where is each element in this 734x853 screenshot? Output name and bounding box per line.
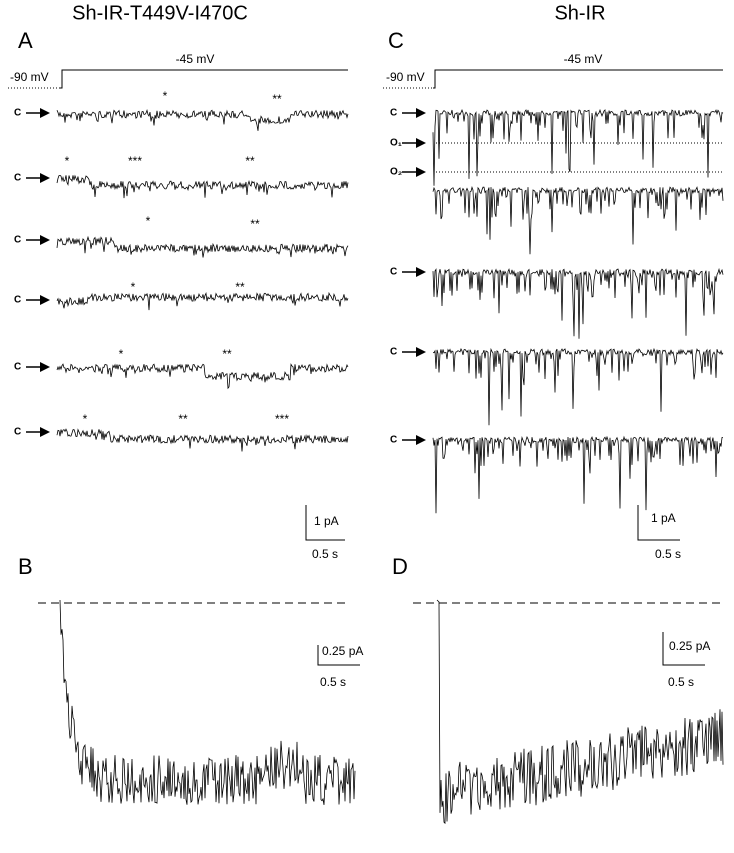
- subconductance-mark: **: [250, 217, 260, 231]
- arrow-head: [40, 235, 50, 245]
- arrow-head: [40, 362, 50, 372]
- subconductance-mark: *: [146, 214, 151, 228]
- step-label: -45 mV: [564, 52, 603, 66]
- step-label: -45 mV: [176, 52, 215, 66]
- level-label: C: [14, 362, 21, 373]
- level-label: C: [390, 347, 397, 358]
- hold-label: -90 mV: [10, 70, 49, 84]
- arrow-head: [416, 347, 426, 357]
- scale-label: 0.25 pA: [669, 639, 710, 653]
- scale-label: 0.5 s: [312, 547, 338, 561]
- current-trace: [56, 235, 349, 258]
- arrow-head: [40, 427, 50, 437]
- panel-label: D: [392, 554, 408, 579]
- arrow-head: [40, 295, 50, 305]
- scale-label: 0.5 s: [655, 547, 681, 561]
- level-label: O₁: [390, 138, 402, 149]
- scale-label: 0.5 s: [668, 675, 694, 689]
- level-label: C: [14, 108, 21, 119]
- level-label: C: [390, 267, 397, 278]
- arrow-head: [416, 167, 426, 177]
- current-trace: [56, 174, 349, 199]
- subconductance-mark: **: [222, 347, 232, 361]
- subconductance-mark: ***: [275, 412, 289, 426]
- subconductance-mark: **: [245, 154, 255, 168]
- subconductance-mark: **: [235, 280, 245, 294]
- current-trace: [56, 363, 349, 390]
- level-label: C: [14, 295, 21, 306]
- arrow-head: [416, 435, 426, 445]
- arrow-head: [416, 108, 426, 118]
- current-trace: [432, 186, 724, 255]
- title: Sh-IR: [554, 2, 605, 24]
- level-label: C: [390, 435, 397, 446]
- subconductance-mark: *: [163, 89, 168, 103]
- level-label: C: [390, 108, 397, 119]
- arrow-head: [416, 138, 426, 148]
- arrow-head: [416, 267, 426, 277]
- current-trace: [56, 109, 349, 131]
- scale-label: 0.25 pA: [322, 644, 363, 658]
- ensemble-trace: [436, 599, 724, 825]
- title: Sh-IR-T449V-I470C: [72, 2, 248, 24]
- subconductance-mark: *: [131, 280, 136, 294]
- panel-label: C: [388, 28, 404, 53]
- current-trace: [432, 435, 724, 514]
- subconductance-mark: ***: [128, 154, 142, 168]
- subconductance-mark: *: [83, 412, 88, 426]
- protocol: [8, 69, 723, 666]
- level-label: C: [14, 173, 21, 184]
- current-trace: [432, 108, 724, 186]
- subconductance-mark: **: [272, 92, 282, 106]
- scale-label: 0.5 s: [320, 675, 346, 689]
- scale-label: 1 pA: [314, 514, 339, 528]
- scale-label: 1 pA: [651, 511, 676, 525]
- panel-label: B: [18, 554, 33, 579]
- ensemble-trace: [59, 599, 356, 805]
- current-trace: [56, 428, 349, 452]
- hold-label: -90 mV: [386, 70, 425, 84]
- current-trace: [432, 267, 724, 339]
- level-label: C: [14, 427, 21, 438]
- panel-label: A: [18, 28, 33, 53]
- level-label: C: [14, 235, 21, 246]
- subconductance-mark: *: [119, 347, 124, 361]
- current-trace: [432, 347, 724, 426]
- arrow-head: [40, 173, 50, 183]
- current-trace: [56, 291, 349, 311]
- subconductance-mark: *: [65, 154, 70, 168]
- subconductance-mark: **: [178, 412, 188, 426]
- level-label: O₂: [390, 167, 402, 178]
- arrow-head: [40, 108, 50, 118]
